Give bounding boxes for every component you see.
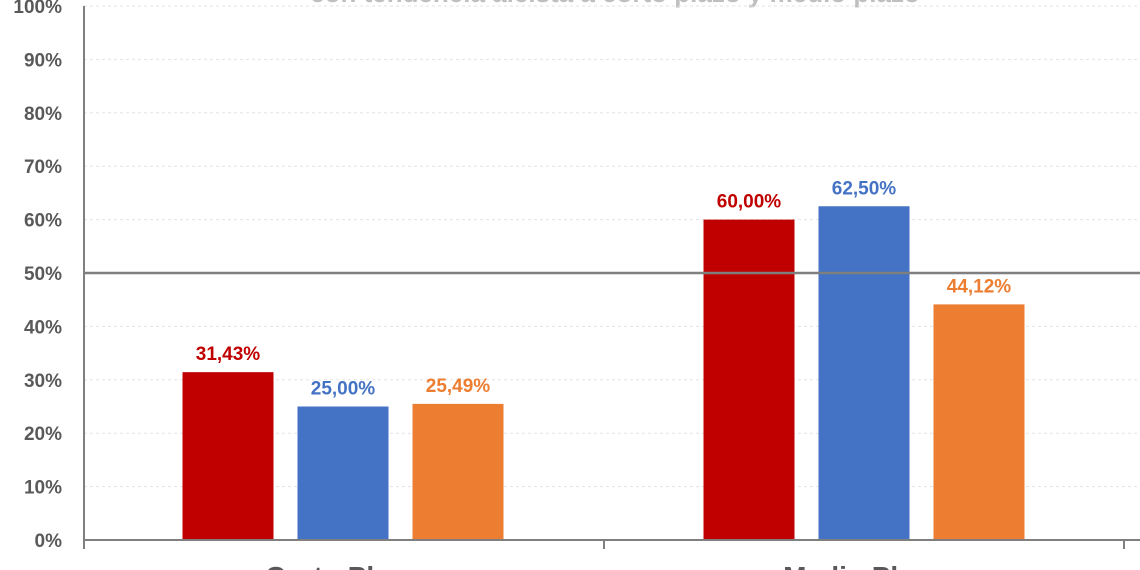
- axes: [83, 6, 1140, 549]
- data-label: 44,12%: [947, 276, 1012, 297]
- y-tick-label: 70%: [24, 157, 62, 178]
- y-tick-label: 40%: [24, 317, 62, 338]
- data-label: 25,49%: [426, 376, 491, 397]
- bar: [297, 406, 389, 540]
- x-category-label: Medio Plazo: [783, 561, 945, 570]
- bar: [703, 219, 795, 540]
- x-category-label: Corto Plazo: [265, 561, 421, 570]
- y-tick-label: 0%: [35, 531, 63, 552]
- y-tick-label: 60%: [24, 211, 62, 232]
- bar: [818, 206, 910, 540]
- data-label: 31,43%: [196, 344, 261, 365]
- bar: [182, 372, 274, 540]
- y-tick-label: 50%: [24, 264, 62, 285]
- data-label: 60,00%: [717, 192, 782, 213]
- chart-title: con tendencia alcista a corto plazo y me…: [310, 0, 920, 8]
- x-axis-category-labels: Corto Plazo Medio Plazo: [265, 561, 945, 570]
- data-labels: 31,43% 25,00% 25,49% 60,00% 62,50% 44,12%: [196, 178, 1012, 399]
- y-tick-label: 80%: [24, 104, 62, 125]
- data-label: 62,50%: [832, 178, 897, 199]
- bars: [182, 206, 1025, 540]
- data-label: 25,00%: [311, 379, 376, 400]
- y-tick-label: 10%: [24, 478, 62, 499]
- y-tick-label: 20%: [24, 424, 62, 445]
- y-tick-label: 100%: [13, 0, 62, 18]
- y-tick-label: 90%: [24, 50, 62, 71]
- y-tick-label: 30%: [24, 371, 62, 392]
- bar: [412, 403, 504, 540]
- bar: [933, 304, 1025, 540]
- y-axis-ticks: 0% 10% 20% 30% 40% 50% 60% 70% 80% 90% 100%: [13, 0, 62, 552]
